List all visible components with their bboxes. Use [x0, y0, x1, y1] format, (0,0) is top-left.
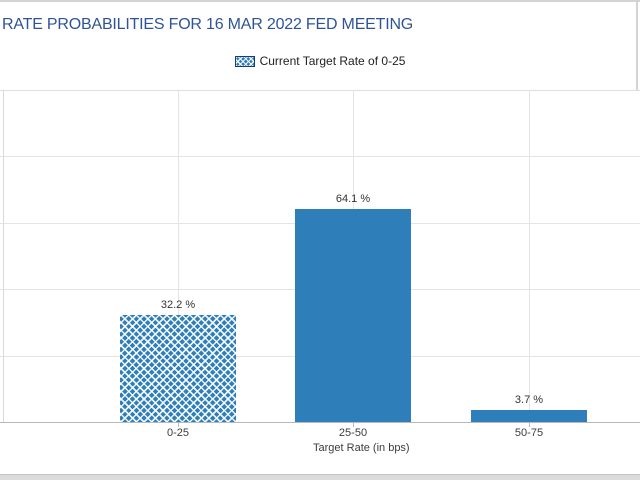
- x-axis-category-label-50-75: 50-75: [514, 427, 544, 439]
- x-axis-line: [0, 422, 640, 423]
- widget-top-border: [0, 0, 640, 2]
- x-axis-category-label-25-50: 25-50: [338, 427, 368, 439]
- widget-right-border: [636, 0, 638, 90]
- bar-0-25[interactable]: [120, 315, 236, 422]
- chart-legend[interactable]: Current Target Rate of 0-25: [0, 54, 640, 68]
- x-axis-category-label-0-25: 0-25: [166, 427, 190, 439]
- bar-value-label-25-50: 64.1 %: [335, 193, 371, 206]
- bar-50-75[interactable]: [471, 409, 587, 422]
- bar-value-label-0-25: 32.2 %: [160, 299, 196, 312]
- legend-label: Current Target Rate of 0-25: [259, 54, 406, 68]
- gridline-h-80: [0, 156, 640, 157]
- x-axis-tick-0-25: [178, 423, 179, 427]
- gridline-v-0-25: [178, 90, 179, 422]
- x-axis-tick-50-75: [529, 423, 530, 427]
- gridline-v-50-75: [529, 90, 530, 422]
- widget-bottom-border: [0, 474, 640, 480]
- bar-value-label-50-75: 3.7 %: [514, 393, 544, 406]
- chart-title: RATE PROBABILITIES FOR 16 MAR 2022 FED M…: [2, 16, 414, 33]
- x-axis-title: Target Rate (in bps): [313, 442, 410, 454]
- y-axis-line: [3, 90, 4, 422]
- legend-crosshatch-swatch-icon: [234, 55, 255, 67]
- x-axis-tick-25-50: [353, 423, 354, 427]
- plot-area-top-border: [0, 90, 640, 91]
- bar-25-50[interactable]: [295, 209, 411, 422]
